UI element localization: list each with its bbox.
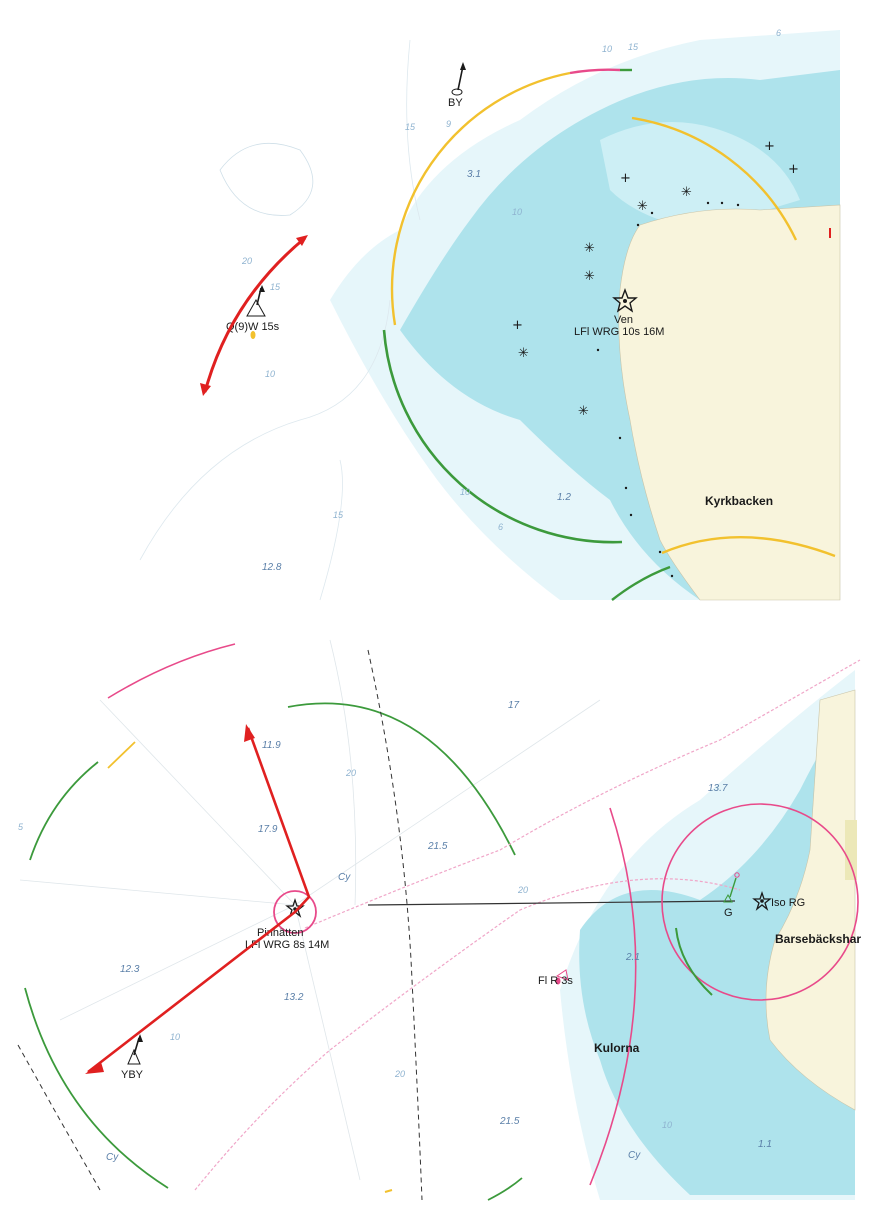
contour-label: 6 xyxy=(498,522,503,532)
cable-label: Cy xyxy=(628,1150,641,1161)
cable-label: Cy xyxy=(338,872,351,883)
red-buoy-characteristic: Fl R 3s xyxy=(538,975,573,987)
contour-label: 20 xyxy=(241,256,252,266)
dashed-boundary-line xyxy=(367,649,423,1201)
iso-rg-range-circle xyxy=(661,803,859,1001)
svg-text:✳: ✳ xyxy=(584,241,595,256)
depth-sounding: 12.3 xyxy=(120,964,140,975)
cardinal-buoy-north-icon[interactable] xyxy=(451,62,466,96)
contour-label: 10 xyxy=(602,44,612,54)
iso-rg-lighthouse-icon[interactable] xyxy=(752,890,772,911)
depth-sounding: 17.9 xyxy=(258,824,278,835)
depth-sounding: 21.5 xyxy=(499,1116,520,1127)
dashed-boundary-line-sw xyxy=(17,1044,101,1191)
pinhatten-lighthouse-name: Pinhätten xyxy=(257,927,303,939)
svg-text:✳: ✳ xyxy=(584,269,595,284)
submarine-cable-north xyxy=(304,659,861,929)
ven-sector-red-north xyxy=(569,68,621,75)
svg-text:✳: ✳ xyxy=(518,346,529,361)
pinhatten-sector-green-se xyxy=(487,1177,523,1201)
contour-label: 15 xyxy=(270,282,281,292)
contour-label: 5 xyxy=(18,822,24,832)
contour-label: 20 xyxy=(517,885,528,895)
pinhatten-sector-red-east xyxy=(589,807,637,1186)
depth-sounding: 13.2 xyxy=(284,992,304,1003)
leading-line xyxy=(367,900,736,906)
svg-text:+: + xyxy=(788,162,799,177)
land-ven xyxy=(618,204,841,601)
ven-sector-yellow-east xyxy=(631,116,798,241)
depth-sounding: 3.1 xyxy=(467,169,481,180)
contour-label: 10 xyxy=(460,487,470,497)
green-beacon-icon[interactable] xyxy=(723,872,740,903)
shoal-name-kulorna: Kulorna xyxy=(594,1041,640,1055)
red-lateral-buoy-icon[interactable] xyxy=(555,969,569,985)
contour-label: 9 xyxy=(446,119,451,129)
svg-text:✳: ✳ xyxy=(637,199,648,214)
ven-sector-yellow-south xyxy=(661,536,836,558)
contour-label: 10 xyxy=(265,369,275,379)
cardinal-buoy-west-bottom-icon[interactable] xyxy=(127,1034,143,1065)
svg-text:✳: ✳ xyxy=(578,404,589,419)
svg-text:✳: ✳ xyxy=(681,185,692,200)
depth-sounding: 17 xyxy=(508,700,520,711)
green-mark-label: G xyxy=(724,907,733,919)
depth-sounding: 11.9 xyxy=(262,740,281,751)
contour-label: 10 xyxy=(662,1120,672,1130)
iso-rg-green-sector xyxy=(675,927,713,996)
contour-label: 20 xyxy=(345,768,356,778)
ven-sector-green-west xyxy=(382,329,623,544)
iso-rg-characteristic: Iso RG xyxy=(771,897,805,909)
harbour-name: Barsebäckshar xyxy=(775,932,861,946)
contour-label: 10 xyxy=(512,207,522,217)
pinhatten-sector-red-north xyxy=(107,643,236,699)
buoy-west-characteristic: Q(9)W 15s xyxy=(226,321,280,333)
pinhatten-sector-yellow xyxy=(107,741,136,769)
depth-sounding: 1.1 xyxy=(758,1139,772,1150)
pinhatten-light-ring xyxy=(273,890,317,934)
svg-text:+: + xyxy=(620,171,631,186)
depth-sounding: 1.2 xyxy=(557,492,571,503)
ven-lighthouse-characteristic: LFl WRG 10s 16M xyxy=(574,326,664,338)
land-barseback xyxy=(765,689,856,1111)
contour-label: 15 xyxy=(405,122,416,132)
pinhatten-sector-green-west xyxy=(29,761,99,861)
contour-label: 15 xyxy=(628,42,639,52)
svg-text:+: + xyxy=(764,139,775,154)
bottom-chart-panel: Pinhätten LFl WRG 8s 14M YBY Fl R 3s Iso… xyxy=(0,639,875,1201)
contour-label: 20 xyxy=(394,1069,405,1079)
ven-lighthouse-name: Ven xyxy=(614,314,633,326)
contour-label: 15 xyxy=(333,510,344,520)
cardinal-buoy-west-icon[interactable] xyxy=(246,285,266,339)
depth-sounding: 13.7 xyxy=(708,783,728,794)
red-bearing-arrow-bottom xyxy=(85,724,311,1074)
contour-label: 6 xyxy=(776,28,781,38)
depth-sounding: 12.8 xyxy=(262,562,282,573)
red-bearing-arrow-top xyxy=(200,235,308,396)
cable-label: Cy xyxy=(106,1152,119,1163)
submarine-cable xyxy=(194,878,741,1191)
rocks: + + + + ✳ ✳ ✳ ✳ ✳ ✳ xyxy=(512,139,799,578)
depth-sounding: 2.1 xyxy=(625,952,640,963)
depth-sounding: 21.5 xyxy=(427,841,448,852)
contour-label: 10 xyxy=(170,1032,180,1042)
top-chart-panel: + + + + ✳ ✳ ✳ ✳ ✳ ✳ Ven LFl WRG 10s 16M … xyxy=(0,0,875,601)
buoy-yby-label: YBY xyxy=(121,1069,144,1081)
svg-text:+: + xyxy=(512,318,523,333)
ven-sector-yellow-north xyxy=(390,71,571,326)
ven-sector-green-south xyxy=(611,565,671,601)
shallow-water-area-bottom xyxy=(579,700,855,1195)
ven-lighthouse-icon[interactable] xyxy=(612,288,638,313)
pinhatten-sector-green-south xyxy=(24,987,169,1189)
light-water-lagoon xyxy=(600,122,800,230)
place-name-kyrkbacken: Kyrkbacken xyxy=(705,494,773,508)
buoy-north-label: BY xyxy=(448,97,463,109)
pinhatten-lighthouse-characteristic: LFl WRG 8s 14M xyxy=(245,939,329,951)
pinhatten-sector-green-north xyxy=(287,702,516,856)
